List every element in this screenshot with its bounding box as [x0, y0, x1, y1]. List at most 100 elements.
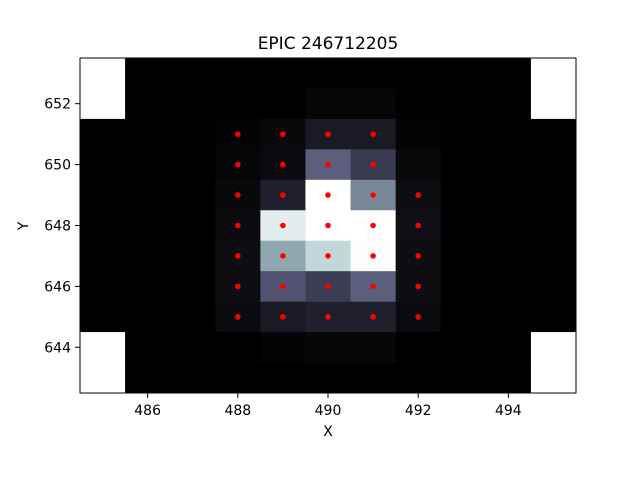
heatmap-cell	[125, 301, 171, 333]
heatmap-cell	[170, 362, 216, 394]
heatmap-cell	[485, 332, 532, 363]
x-tick-label: 494	[495, 403, 522, 419]
aperture-point	[415, 192, 421, 198]
heatmap-cell	[440, 301, 487, 333]
aperture-point	[325, 283, 331, 290]
aperture-point	[325, 131, 331, 137]
heatmap-cell	[530, 301, 577, 333]
heatmap-cell	[305, 332, 351, 363]
aperture-point	[280, 222, 286, 229]
aperture-point	[370, 192, 376, 198]
y-tick-label: 646	[44, 279, 71, 295]
heatmap-cell	[395, 362, 442, 394]
heatmap-cell	[395, 332, 442, 363]
heatmap-cell	[350, 58, 396, 89]
x-tick-label: 486	[134, 403, 161, 419]
heatmap-cell	[530, 271, 577, 302]
heatmap-cell	[440, 58, 487, 89]
heatmap-cell	[485, 301, 532, 333]
aperture-point	[280, 192, 286, 198]
heatmap-cell	[170, 301, 216, 333]
heatmap-cell	[260, 332, 306, 363]
heatmap-cell	[125, 149, 171, 181]
aperture-point	[235, 222, 241, 229]
heatmap-cell	[530, 332, 577, 363]
heatmap-cell	[485, 210, 532, 242]
heatmap-cell	[170, 271, 216, 302]
aperture-points	[235, 131, 421, 320]
aperture-point	[280, 131, 286, 137]
heatmap-cell	[530, 118, 577, 150]
x-axis: 486 488 490 492 494	[134, 393, 522, 419]
heatmap-cell	[530, 179, 577, 211]
heatmap-cell	[125, 179, 171, 211]
heatmap-cell	[530, 149, 577, 181]
aperture-point	[325, 192, 331, 198]
plot-area	[79, 57, 577, 394]
aperture-point	[370, 161, 376, 168]
heatmap-cell	[215, 332, 261, 363]
heatmap-cell	[80, 271, 126, 302]
aperture-point	[235, 314, 241, 320]
heatmap-cell	[125, 210, 171, 242]
x-tick-label: 492	[405, 403, 432, 419]
heatmap-cell	[485, 88, 532, 120]
aperture-point	[325, 314, 331, 320]
heatmap-cell	[440, 88, 487, 120]
heatmap-cell	[440, 210, 487, 242]
heatmap-cell	[80, 362, 126, 394]
heatmap-cell	[350, 362, 396, 394]
heatmap-cell	[170, 58, 216, 89]
heatmap-cell	[485, 58, 532, 89]
heatmap-cell	[125, 58, 171, 89]
heatmap-cell	[170, 118, 216, 150]
heatmap-cell	[215, 88, 261, 120]
heatmap-cell	[125, 240, 171, 272]
heatmap-cell	[485, 240, 532, 272]
heatmap-cell	[440, 179, 487, 211]
heatmap-cell	[395, 118, 442, 150]
aperture-point	[325, 253, 331, 259]
heatmap-cell	[440, 149, 487, 181]
heatmap-cell	[350, 88, 396, 120]
heatmap-cell	[260, 58, 306, 89]
y-tick-label: 644	[44, 340, 71, 356]
heatmap-cell	[215, 362, 261, 394]
heatmap-cell	[215, 58, 261, 89]
heatmap-cell	[80, 58, 126, 89]
heatmap-cell	[80, 88, 126, 120]
aperture-point	[370, 314, 376, 320]
heatmap-cell	[395, 149, 442, 181]
aperture-point	[370, 131, 376, 137]
aperture-point	[235, 131, 241, 137]
heatmap-cell	[440, 332, 487, 363]
heatmap-cell	[80, 118, 126, 150]
heatmap-cell	[80, 179, 126, 211]
heatmap-cell	[305, 58, 351, 89]
aperture-point	[235, 253, 241, 259]
aperture-point	[415, 314, 421, 320]
aperture-point	[370, 253, 376, 259]
aperture-point	[325, 161, 331, 168]
heatmap-cell	[485, 271, 532, 302]
y-axis: 644 646 648 650 652	[44, 97, 80, 356]
heatmap-cell	[80, 332, 126, 363]
heatmap-cell	[125, 362, 171, 394]
aperture-point	[280, 283, 286, 290]
heatmap-cell	[80, 149, 126, 181]
heatmap-cell	[170, 149, 216, 181]
heatmap-cell	[260, 88, 306, 120]
aperture-point	[235, 161, 241, 168]
y-axis-title: Y	[16, 221, 32, 231]
heatmap-cell	[440, 118, 487, 150]
heatmap-cell	[350, 332, 396, 363]
heatmap-cell	[530, 210, 577, 242]
heatmap-cell	[485, 179, 532, 211]
y-tick-label: 648	[44, 219, 71, 235]
heatmap-cell	[125, 332, 171, 363]
heatmap-cell	[440, 362, 487, 394]
heatmap-cell	[530, 58, 577, 89]
heatmap-cell	[485, 362, 532, 394]
heatmap-cell	[80, 210, 126, 242]
